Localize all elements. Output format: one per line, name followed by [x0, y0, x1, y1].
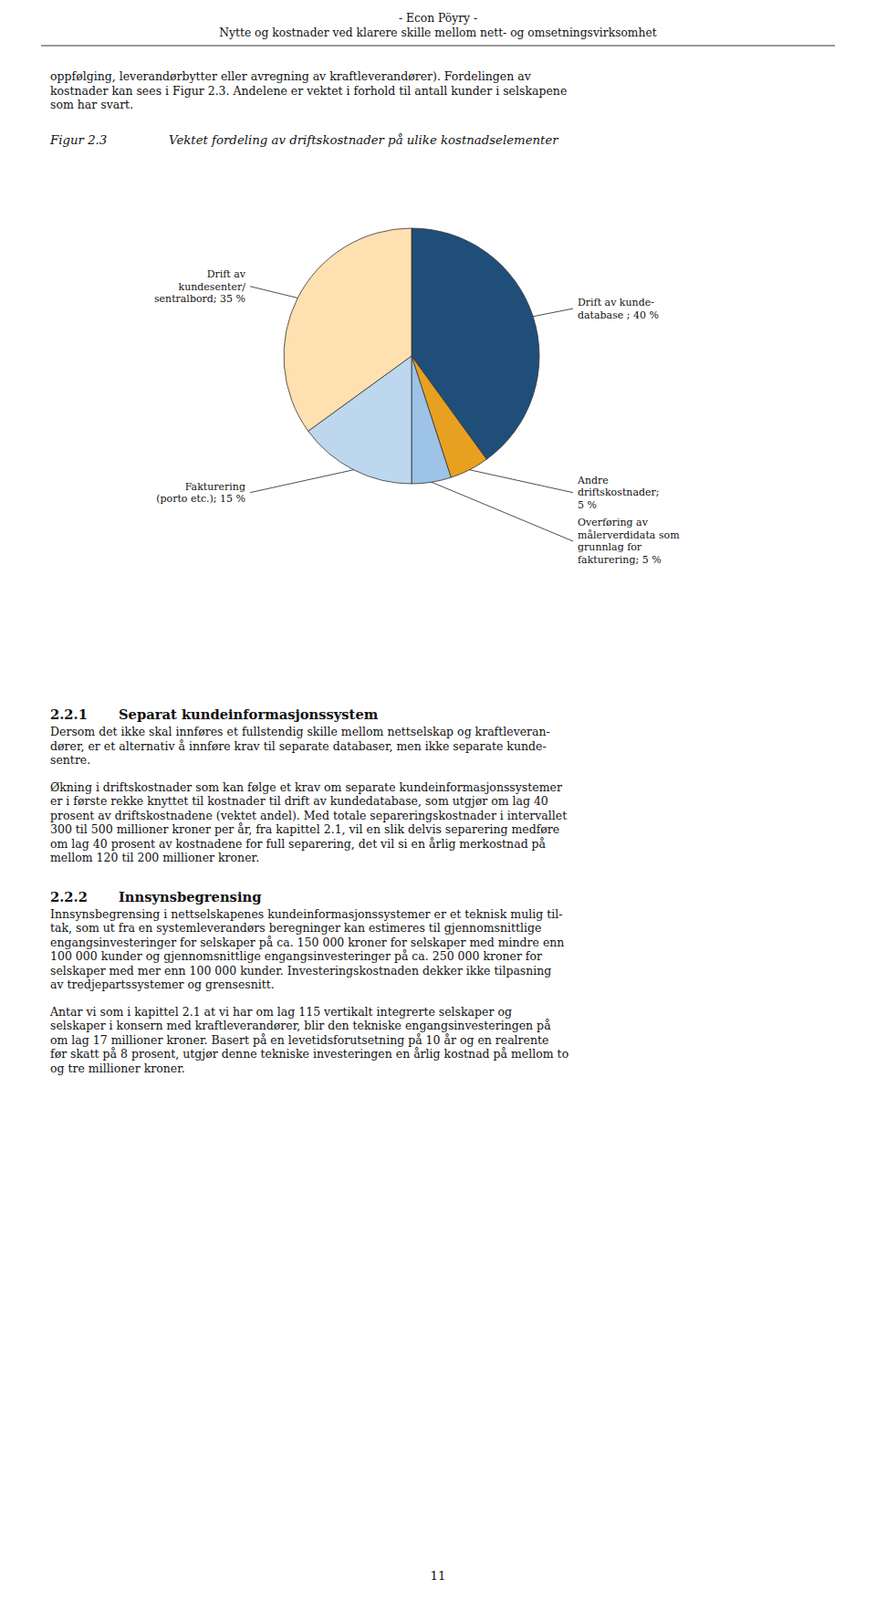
body-text: og tre millioner kroner.: [50, 1061, 186, 1075]
section-number: 2.2.2: [50, 888, 88, 905]
body-text: tak, som ut fra en systemleverandørs ber…: [50, 920, 542, 935]
body-text: Antar vi som i kapittel 2.1 at vi har om…: [49, 1004, 512, 1019]
leader-line: [469, 469, 574, 493]
header-rule: [41, 45, 835, 47]
pie: [283, 228, 540, 484]
body-text: prosent av driftskostnadene (vektet ande…: [50, 808, 567, 823]
leader-line: [532, 308, 574, 317]
section-heading: Separat kundeinformasjonssystem: [118, 706, 379, 722]
section-heading: Innsynsbegrensing: [118, 888, 261, 905]
page-number: 11: [430, 1568, 447, 1583]
slice-label: Drift avkundesenter/sentralbord; 35 %: [154, 268, 247, 305]
leader-line: [431, 481, 574, 542]
slice-label: Overføring avmålerverdidata somgrunnlag …: [577, 516, 680, 566]
body-text: er i første rekke knyttet til kostnader …: [50, 793, 549, 808]
header: - Econ Pöyry -: [398, 11, 478, 25]
pie-slice: [411, 355, 451, 484]
body-text: 300 til 500 millioner kroner per år, fra…: [50, 822, 560, 836]
slice-label: Drift av kunde-database ; 40 %: [577, 296, 659, 322]
header: Nytte og kostnader ved klarere skille me…: [219, 26, 657, 40]
body-text: sentre.: [50, 752, 91, 767]
body-text: mellom 120 til 200 millioner kroner.: [50, 850, 260, 865]
pie-labels: Drift av kunde-database ; 40 % Andredrift…: [154, 268, 680, 566]
body-text: før skatt på 8 prosent, utgjør denne tek…: [50, 1046, 569, 1061]
figure-label: Figur 2.3: [49, 133, 107, 147]
body-text: dører, er et alternativ å innføre krav t…: [50, 739, 547, 753]
body-text: om lag 40 prosent av kostnadene for full…: [50, 836, 547, 851]
chart-title: Vektet fordeling av driftskostnader på u…: [168, 133, 560, 147]
body-text: 100 000 kunder og gjennomsnittlige engan…: [50, 949, 543, 963]
body-text: Økning i driftskostnader som kan følge e…: [50, 780, 563, 794]
body-text: oppfølging, leverandørbytter eller avreg…: [50, 69, 532, 84]
section-number: 2.2.1: [50, 706, 88, 722]
slice-label: Andredriftskostnader;5 %: [576, 474, 659, 511]
pie-slice: [283, 228, 412, 431]
body-text: av tredjepartssystemer og grensesnitt.: [50, 977, 275, 991]
leader-line: [250, 286, 298, 299]
body-text: Innsynsbegrensing i nettselskapenes kund…: [50, 907, 563, 921]
leader-line: [250, 469, 354, 493]
body-text: Dersom det ikke skal innføres et fullste…: [50, 724, 551, 739]
body-text: engangsinvesteringer for selskaper på ca…: [50, 935, 564, 949]
body-text: selskaper med mer enn 100 000 kunder. In…: [50, 963, 552, 978]
body-text: kostnader kan sees i Figur 2.3. Andelene…: [50, 83, 567, 98]
body-text: som har svart.: [50, 97, 134, 112]
background: [0, 0, 876, 1600]
slice-label: Fakturering(porto etc.); 15 %: [156, 480, 246, 506]
body-text: selskaper i konsern med kraftleverandøre…: [50, 1018, 552, 1033]
body-text: om lag 17 millioner kroner. Basert på en…: [50, 1032, 549, 1047]
page: - Econ Pöyry -Nytte og kostnader ved kla…: [0, 0, 876, 1600]
